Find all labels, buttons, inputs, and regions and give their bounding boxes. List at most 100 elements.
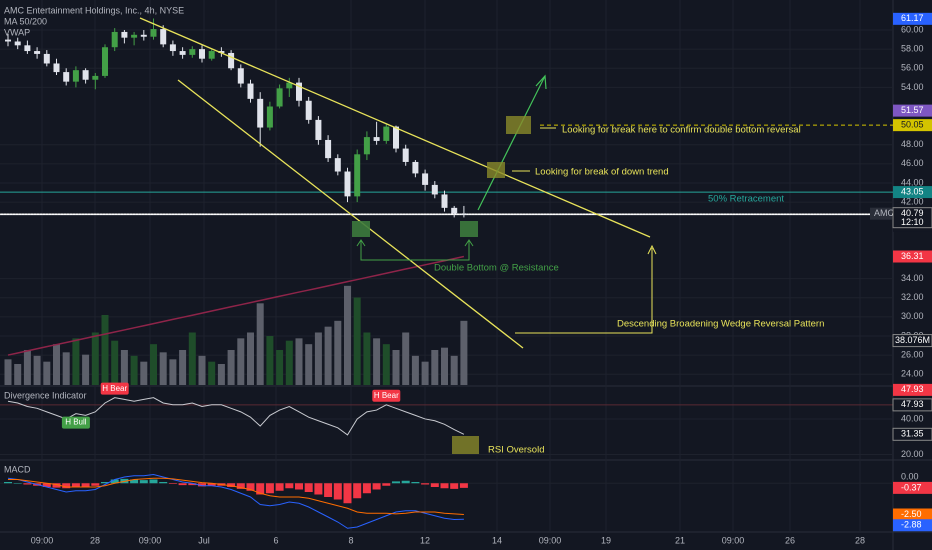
price-label: 43.05 [901,186,924,196]
volume-bar [91,332,99,385]
macd-hist [4,482,12,484]
macd-hist [62,483,71,489]
volume-bar [421,361,429,385]
candle-body [334,158,341,172]
signal-label: H Bear [102,384,127,393]
macd-hist [333,483,342,500]
volume-bar [295,338,303,385]
symbol-label: AMC [874,208,895,218]
x-tick-label: 26 [785,535,795,545]
x-tick-label: 09:00 [31,535,54,545]
candle-body [451,207,458,214]
volume-bar [441,347,448,385]
macd-hist [372,483,381,490]
volume-bar [14,364,22,385]
price-label-bg [893,119,932,132]
volume-bar [314,332,322,385]
y-tick-label: 48.00 [901,139,924,149]
value-label: 47.93 [901,399,924,409]
macd-hist [304,483,313,492]
candle-body [266,106,273,128]
candle-body [344,171,351,197]
signal-badge [372,389,401,402]
y-tick-label: 44.00 [901,177,924,187]
macd-hist [23,483,32,485]
y-tick-label: 46.00 [901,158,924,168]
x-tick-label: 09:00 [722,535,745,545]
y-tick-label: 30.00 [901,311,924,321]
x-tick-label: 8 [348,535,353,545]
value-label: -2.50 [901,509,922,519]
volume-bar [460,320,468,385]
marks: H Bear H Bull H Bear [0,18,893,529]
macd-hist [13,483,22,484]
candle-body [92,75,99,80]
x-tick-label: 6 [273,535,278,545]
axis-bg [893,0,932,550]
candle-body [296,82,302,101]
volume-bar [353,297,361,385]
volume-bar [82,354,90,385]
macd-hist [178,483,187,486]
candle-body [218,51,225,53]
drawings [139,17,657,454]
volume-bar [217,364,225,385]
candle-body [373,137,380,141]
candle-body [276,88,283,107]
annotation: Descending Broadening Wedge Reversal Pat… [617,319,824,330]
candle-body [422,173,429,185]
candle-body [325,139,332,159]
countdown: 12:10 [901,217,924,227]
volume-bar [256,303,264,385]
price-label: 50.05 [901,120,924,130]
macd-hist [411,482,420,484]
volume-bar [247,332,254,385]
macd-hist [450,483,459,489]
candle-body [131,34,138,38]
y-tick-label: 58.00 [901,44,924,54]
candle-body [393,126,399,149]
candle-body [286,82,293,89]
candle-body [383,126,390,141]
y-tick-label: 26.00 [901,349,924,359]
signal-label: H Bear [374,391,399,400]
x-tick-label: Jul [198,535,210,545]
volume-bar [208,361,216,385]
macd-hist [353,483,362,499]
candle-body [63,72,70,82]
volume-bar [382,344,390,385]
volume-bar [140,361,148,385]
candle-body [34,51,41,54]
volume-bar [363,332,371,385]
candle-body [53,63,60,73]
macd-hist [265,483,274,494]
bottom-bracket [360,241,470,261]
arrow-head [464,239,474,247]
macd-hist [81,483,90,487]
signal-line [8,477,464,515]
ma200-line [7,255,465,356]
arrow-head [356,239,366,247]
macd-hist [256,483,265,495]
candle-body [402,148,409,162]
macd-hist [168,483,177,484]
candle-body [72,70,79,82]
signal-badge [100,382,129,395]
volume-bar [43,361,51,385]
volume-bar [62,352,70,385]
volume-bar [373,338,381,385]
price-label-bg [893,12,932,25]
volume-bar [431,350,439,385]
volume-bar [23,350,31,385]
macd-hist [188,483,197,486]
macd-hist [324,483,333,497]
indicator-legend: MA 50/200 [4,16,47,26]
macd-line [7,473,464,529]
annotation: Looking for break of down trend [535,167,669,178]
x-tick-label: 28 [855,535,865,545]
macd-hist [52,483,61,488]
macd-hist [314,483,323,495]
volume-bar [111,340,119,385]
candle-body [14,41,21,46]
